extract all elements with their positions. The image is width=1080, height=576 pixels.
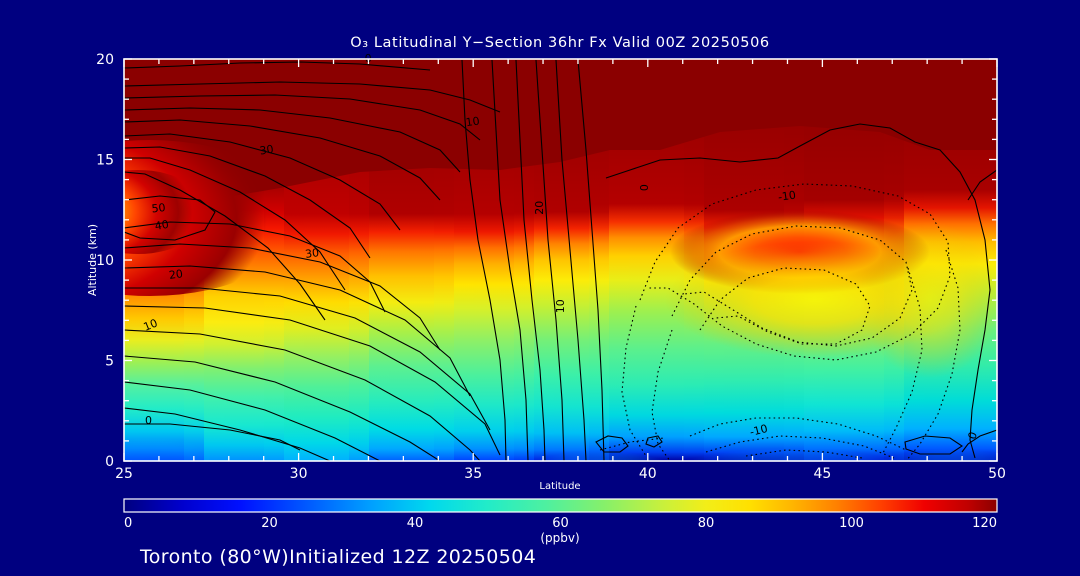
y-axis-tick-label: 10	[96, 253, 114, 269]
contour-label: 0	[638, 184, 651, 191]
colorbar-unit-label: (ppbv)	[540, 531, 579, 545]
contour-label: -10	[777, 189, 797, 204]
contour-label: 30	[304, 246, 319, 261]
contour-label: 10	[465, 114, 481, 129]
colorbar-tick-label: 20	[261, 516, 278, 531]
x-axis-tick-label: 25	[115, 466, 133, 482]
x-axis-title: Latitude	[539, 481, 580, 492]
y-axis-tick-label: 15	[96, 153, 114, 169]
contour-label: 50	[151, 201, 166, 215]
contour-field	[124, 59, 997, 461]
axis-tick-group	[123, 58, 998, 462]
contour-label: 0	[145, 414, 152, 427]
x-axis-tick-label: 40	[639, 466, 657, 482]
colorbar-tick-label: 0	[124, 516, 132, 531]
x-axis-tick-label: 50	[988, 466, 1006, 482]
colorbar-tick-label-group: 0 20 40 60 80 100 120	[124, 516, 997, 531]
contour-label: 0	[965, 430, 980, 441]
contour-label: 10	[554, 299, 567, 313]
x-axis-tick-label: 45	[813, 466, 831, 482]
y-axis-tick-label: 5	[105, 354, 114, 370]
contour-label: 10	[142, 316, 160, 333]
contour-label: 20	[168, 267, 184, 282]
contour-label: 40	[154, 218, 170, 233]
colorbar-tick-label: 120	[972, 516, 997, 531]
page-title: O₃ Latitudinal Y−Section 36hr Fx Valid 0…	[350, 35, 770, 51]
y-axis-tick-label: 20	[96, 52, 114, 68]
contour-label: 20	[533, 201, 546, 215]
y-axis-tick-label: 0	[105, 454, 114, 470]
contour-label: -10	[748, 422, 769, 439]
x-axis-tick-label: 30	[290, 466, 308, 482]
figure-caption: Toronto (80°W)Initialized 12Z 20250504	[139, 546, 536, 568]
contour-label: 30	[259, 142, 275, 157]
colorbar	[123, 498, 998, 513]
axis-label-group: 25 30 35 40 45 50 0 5 10 15 20	[96, 52, 1006, 482]
colorbar-tick-label: 100	[839, 516, 864, 531]
colorbar-tick-label: 80	[698, 516, 715, 531]
y-axis-title: Altitude (km)	[86, 224, 99, 296]
colorbar-tick-label: 40	[407, 516, 424, 531]
colorbar-tick-label: 60	[552, 516, 569, 531]
x-axis-tick-label: 35	[464, 466, 482, 482]
